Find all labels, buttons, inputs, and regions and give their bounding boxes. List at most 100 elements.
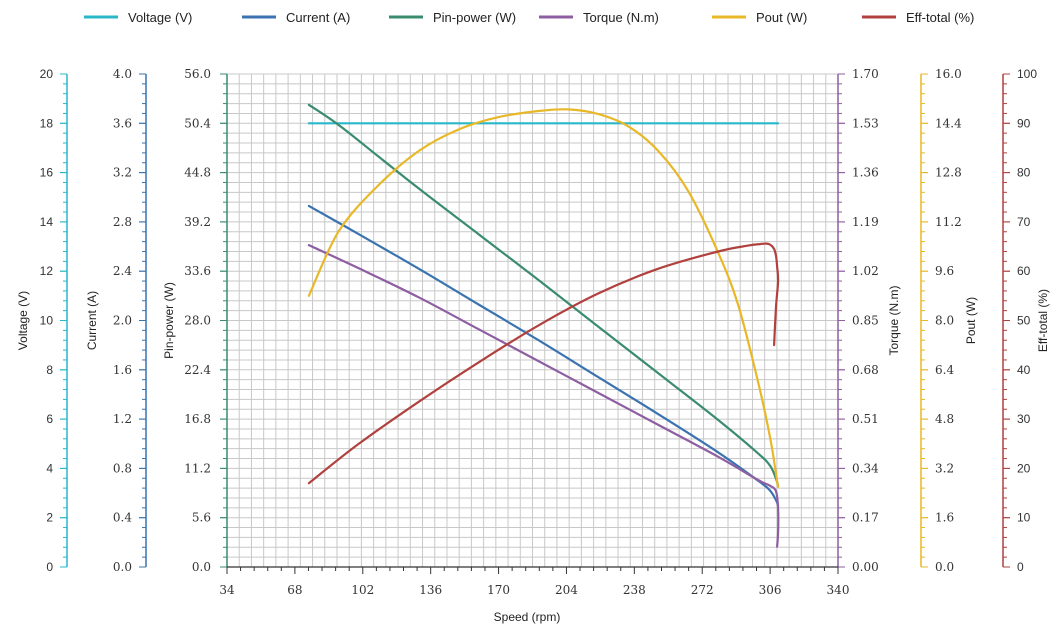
- tick-label-current: 1.6: [113, 363, 132, 377]
- tick-label-torque: 0.68: [852, 363, 879, 377]
- tick-label-pout: 1.6: [935, 511, 954, 525]
- legend-item-pin: Pin-power (W): [389, 10, 516, 25]
- x-tick-label: 136: [419, 583, 442, 597]
- legend-label-torque: Torque (N.m): [583, 10, 659, 25]
- axis-title-torque: Torque (N.m): [887, 285, 901, 355]
- axis-current: 0.0 0.4 0.8 1.2 1.6 2.0 2.4 2.8 3.2 3.6 4.0 Current…: [85, 67, 147, 574]
- tick-label-voltage: 16: [40, 166, 54, 180]
- tick-label-voltage: 18: [40, 116, 54, 130]
- axis-title-eff: Eff-total (%): [1036, 289, 1050, 352]
- tick-label-pout: 11.2: [935, 215, 962, 229]
- series-lines: [307, 103, 780, 548]
- axis-pout: 0.0 1.6 3.2 4.8 6.4 8.0 9.6 11.2 12.8 14.4 16.0 Pou…: [920, 67, 978, 574]
- tick-label-torque: 1.19: [852, 215, 879, 229]
- legend-label-pout: Pout (W): [756, 10, 807, 25]
- axes: 0 2 4 6 8 10 12 14 16 18 20 Voltage (V) 0.0 0.4 0.8 1.2…: [16, 67, 1050, 574]
- tick-label-torque: 1.36: [852, 166, 879, 180]
- tick-label-voltage: 2: [46, 511, 53, 525]
- axis-torque: 0.00 0.17 0.34 0.51 0.68 0.85 1.02 1.19 1.36 1.53…: [837, 67, 901, 574]
- tick-label-pout: 16.0: [935, 67, 962, 81]
- x-tick-label: 340: [827, 583, 850, 597]
- plot-grid: [226, 73, 839, 568]
- tick-label-voltage: 10: [40, 314, 54, 328]
- legend: Voltage (V) Current (A) Pin-power (W) Torqu…: [84, 10, 974, 25]
- tick-label-torque: 0.51: [852, 412, 879, 426]
- axis-title-current: Current (A): [85, 291, 99, 350]
- series-line-pin: [307, 103, 780, 488]
- tick-label-current: 0.4: [113, 511, 132, 525]
- tick-label-eff: 60: [1017, 264, 1031, 278]
- tick-label-voltage: 14: [40, 215, 54, 229]
- tick-label-current: 2.8: [113, 215, 132, 229]
- tick-label-pin: 39.2: [184, 215, 211, 229]
- tick-label-torque: 0.17: [852, 511, 879, 525]
- tick-label-current: 3.2: [113, 166, 132, 180]
- series-line-pout: [307, 108, 780, 488]
- tick-label-eff: 40: [1017, 363, 1031, 377]
- axis-voltage: 0 2 4 6 8 10 12 14 16 18 20 Voltage (V): [16, 67, 68, 574]
- x-axis-title: Speed (rpm): [494, 610, 561, 624]
- tick-label-voltage: 20: [40, 67, 54, 81]
- tick-label-current: 1.2: [113, 412, 132, 426]
- tick-label-voltage: 6: [46, 412, 53, 426]
- tick-label-pout: 3.2: [935, 461, 954, 475]
- tick-label-pout: 8.0: [935, 314, 954, 328]
- tick-label-torque: 1.70: [852, 67, 879, 81]
- x-tick-label: 34: [219, 583, 235, 597]
- tick-label-current: 2.4: [113, 264, 132, 278]
- series-line-torque: [307, 244, 780, 548]
- tick-label-voltage: 0: [46, 560, 53, 574]
- tick-label-current: 2.0: [113, 314, 132, 328]
- legend-item-current: Current (A): [242, 10, 350, 25]
- x-tick-label: 272: [691, 583, 714, 597]
- axis-title-pout: Pout (W): [964, 297, 978, 344]
- tick-label-eff: 100: [1017, 67, 1037, 81]
- tick-label-eff: 90: [1017, 116, 1031, 130]
- tick-label-pout: 14.4: [935, 116, 962, 130]
- tick-label-pin: 22.4: [184, 363, 211, 377]
- tick-label-pin: 5.6: [192, 511, 211, 525]
- axis-title-pin: Pin-power (W): [162, 282, 176, 359]
- tick-label-pout: 0.0: [935, 560, 954, 574]
- legend-label-voltage: Voltage (V): [128, 10, 192, 25]
- legend-item-torque: Torque (N.m): [539, 10, 659, 25]
- tick-label-current: 0.0: [113, 560, 132, 574]
- tick-label-torque: 1.53: [852, 116, 879, 130]
- tick-label-eff: 0: [1017, 560, 1024, 574]
- x-tick-label: 102: [351, 583, 374, 597]
- tick-label-voltage: 12: [40, 264, 54, 278]
- legend-item-eff: Eff-total (%): [862, 10, 974, 25]
- tick-label-eff: 50: [1017, 314, 1031, 328]
- tick-label-current: 3.6: [113, 116, 132, 130]
- tick-label-eff: 70: [1017, 215, 1031, 229]
- tick-label-current: 0.8: [113, 461, 132, 475]
- axis-title-voltage: Voltage (V): [16, 291, 30, 350]
- tick-label-eff: 10: [1017, 511, 1031, 525]
- axis-pin: 0.0 5.6 11.2 16.8 22.4 28.0 33.6 39.2 44.8 50.4 56…: [162, 67, 228, 574]
- tick-label-voltage: 4: [46, 461, 53, 475]
- tick-label-pin: 16.8: [184, 412, 211, 426]
- tick-label-pout: 12.8: [935, 166, 962, 180]
- tick-label-voltage: 8: [46, 363, 53, 377]
- x-tick-label: 68: [287, 583, 302, 597]
- axis-eff: 0 10 20 30 40 50 60 70 80 90 100 Eff-total (%): [1002, 67, 1050, 574]
- tick-label-pin: 44.8: [184, 166, 211, 180]
- tick-label-pout: 9.6: [935, 264, 954, 278]
- tick-label-pin: 50.4: [184, 116, 211, 130]
- tick-label-current: 4.0: [113, 67, 132, 81]
- x-tick-label: 238: [623, 583, 646, 597]
- tick-label-pout: 4.8: [935, 412, 954, 426]
- series-line-current: [307, 204, 780, 507]
- legend-label-current: Current (A): [286, 10, 350, 25]
- x-axis: Speed (rpm) 34 68 102 136 170 204 238 272 306 340: [219, 566, 850, 624]
- tick-label-torque: 0.85: [852, 314, 879, 328]
- legend-label-eff: Eff-total (%): [906, 10, 974, 25]
- tick-label-pin: 56.0: [184, 67, 211, 81]
- tick-label-pin: 0.0: [192, 560, 211, 574]
- legend-label-pin: Pin-power (W): [433, 10, 516, 25]
- tick-label-eff: 20: [1017, 461, 1031, 475]
- tick-label-pout: 6.4: [935, 363, 954, 377]
- x-tick-label: 204: [555, 583, 578, 597]
- series-line-eff: [307, 242, 780, 485]
